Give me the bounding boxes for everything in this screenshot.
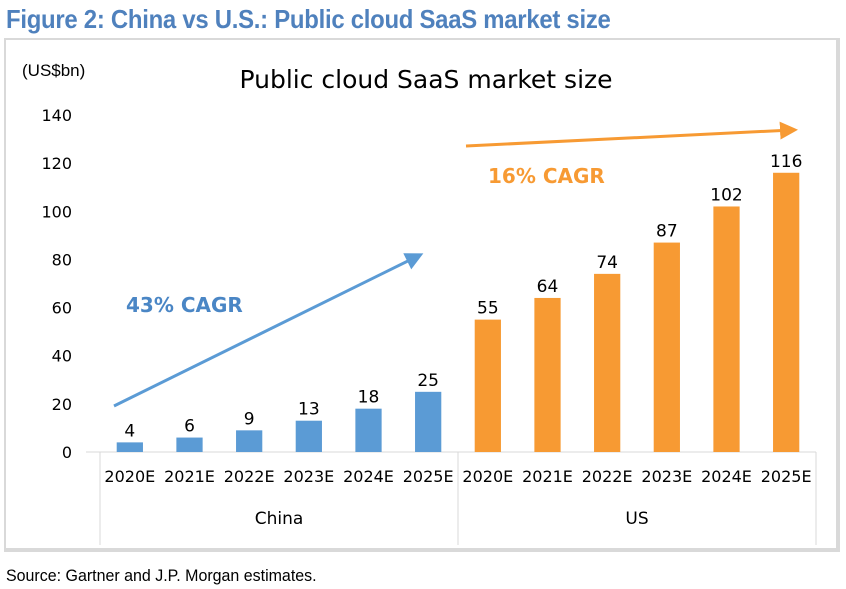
us-cagr-label: 16% CAGR xyxy=(488,164,605,188)
data-label: 18 xyxy=(358,388,380,408)
x-tick-label: 2021E xyxy=(522,467,573,486)
data-label: 74 xyxy=(596,253,618,273)
chart-frame: (US$bn) Public cloud SaaS market size 0 2… xyxy=(4,38,840,552)
y-axis-unit-label: (US$bn) xyxy=(22,61,85,80)
y-tick-label: 140 xyxy=(41,106,72,125)
x-tick-label: 2025E xyxy=(761,467,812,486)
bar-us-2021e xyxy=(534,297,561,452)
x-tick-label: 2020E xyxy=(462,467,513,486)
x-tick-label: 2022E xyxy=(224,467,275,486)
china-cagr-label: 43% CAGR xyxy=(126,293,243,317)
y-tick-label: 0 xyxy=(62,443,72,462)
data-label: 64 xyxy=(537,277,559,297)
data-label: 6 xyxy=(184,417,195,437)
bar-china-2024e xyxy=(355,408,382,452)
bar-us-2023e xyxy=(653,242,680,452)
y-tick-label: 20 xyxy=(52,395,72,414)
data-label: 87 xyxy=(656,222,678,242)
x-tick-label: 2025E xyxy=(403,467,454,486)
bar-china-2020e xyxy=(116,442,143,452)
figure-title: Figure 2: China vs U.S.: Public cloud Sa… xyxy=(6,4,611,34)
data-label: 116 xyxy=(770,152,802,172)
data-label: 13 xyxy=(298,400,320,420)
bar-us-2022e xyxy=(594,273,621,452)
data-label: 9 xyxy=(244,409,255,429)
data-label: 55 xyxy=(477,299,499,319)
bar-us-2025e xyxy=(773,172,800,452)
group-label-china: China xyxy=(255,509,304,529)
y-tick-label: 40 xyxy=(52,347,72,366)
bar-us-2020e xyxy=(474,319,501,452)
x-tick-label: 2020E xyxy=(104,467,155,486)
group-label-us: US xyxy=(625,509,648,529)
y-tick-label: 80 xyxy=(52,250,72,269)
bar-us-2024e xyxy=(713,206,740,452)
bar-china-2022e xyxy=(236,430,263,452)
x-tick-label: 2024E xyxy=(343,467,394,486)
data-label: 4 xyxy=(124,421,135,441)
data-label: 102 xyxy=(710,185,742,205)
bar-chart: (US$bn) Public cloud SaaS market size 0 2… xyxy=(22,61,817,545)
y-tick-label: 60 xyxy=(52,299,72,318)
bar-china-2021e xyxy=(176,437,203,452)
x-tick-label: 2023E xyxy=(641,467,692,486)
x-tick-label: 2024E xyxy=(701,467,752,486)
y-tick-label: 120 xyxy=(41,154,72,173)
us-cagr-arrow xyxy=(465,121,798,148)
bar-china-2023e xyxy=(295,420,322,452)
x-tick-label: 2021E xyxy=(164,467,215,486)
source-note: Source: Gartner and J.P. Morgan estimate… xyxy=(6,566,317,585)
chart-title: Public cloud SaaS market size xyxy=(239,65,612,94)
y-tick-label: 100 xyxy=(41,202,72,221)
data-label: 25 xyxy=(417,371,439,391)
china-cagr-arrow xyxy=(113,253,424,408)
x-tick-label: 2022E xyxy=(582,467,633,486)
bar-china-2025e xyxy=(415,391,442,452)
x-tick-label: 2023E xyxy=(283,467,334,486)
